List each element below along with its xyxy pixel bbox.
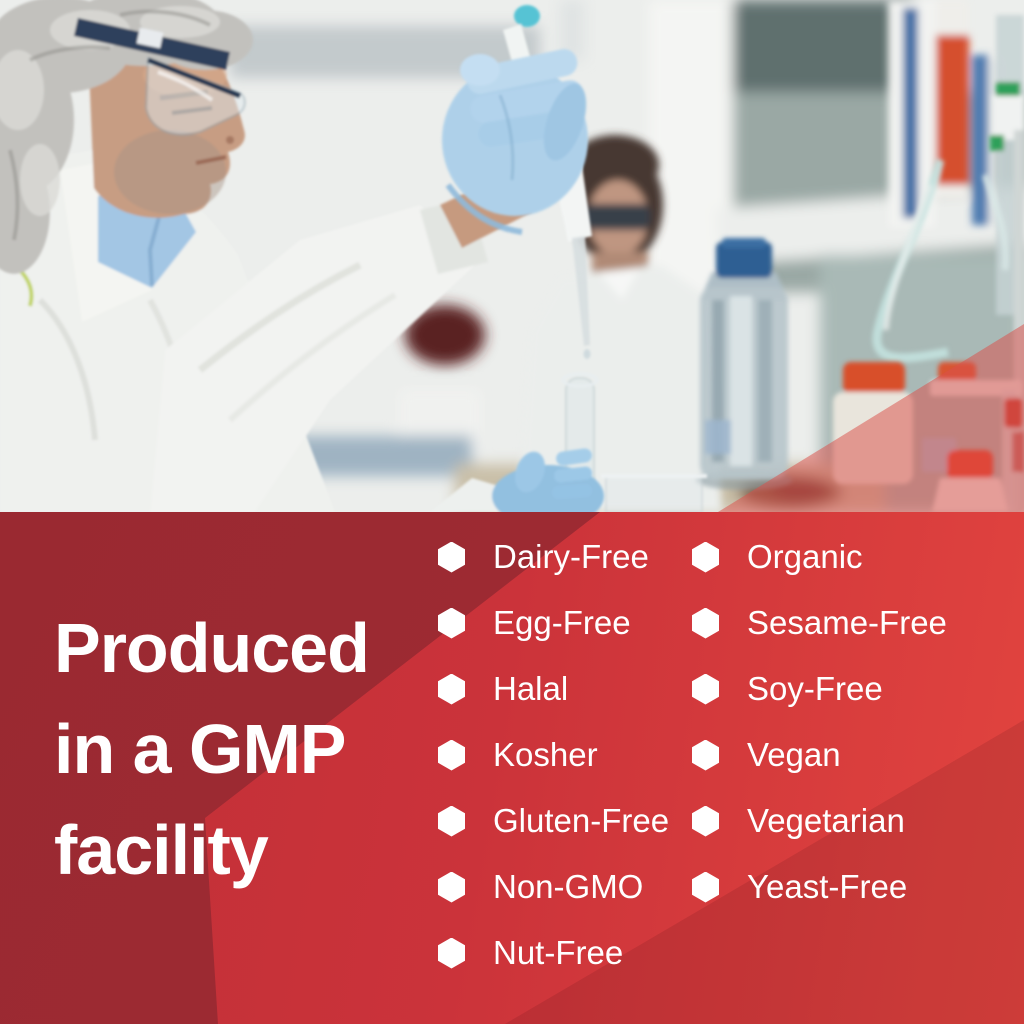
headline-line-2: in a GMP <box>54 710 346 788</box>
badge-organic: Organic <box>692 524 947 590</box>
badge-kosher: Kosher <box>438 722 669 788</box>
badge-label: Egg-Free <box>493 604 631 641</box>
hexagon-icon <box>692 739 719 771</box>
badge-label: Gluten-Free <box>493 802 670 839</box>
badge-label: Vegetarian <box>747 802 905 839</box>
badge-label: Dairy-Free <box>493 538 649 575</box>
badge-label: Kosher <box>493 736 598 773</box>
headline-line-1: Produced <box>54 609 370 687</box>
hexagon-icon <box>692 673 719 705</box>
badge-label: Non-GMO <box>493 868 644 905</box>
glass-column <box>990 15 1024 512</box>
headline-line-3: facility <box>54 811 269 889</box>
badge-vegetarian: Vegetarian <box>692 788 947 854</box>
badge-label: Nut-Free <box>493 934 624 971</box>
hexagon-icon <box>438 541 465 573</box>
hexagon-icon <box>438 673 465 705</box>
nostril <box>226 136 234 144</box>
foreground-scientist <box>0 0 532 512</box>
blue-glove-right <box>442 49 588 235</box>
badge-non-gmo: Non-GMO <box>438 854 669 920</box>
hexagon-icon <box>438 805 465 837</box>
hexagon-icon <box>692 871 719 903</box>
pipette-button <box>514 5 540 27</box>
badge-column-right: Organic Sesame-Free Soy-Free Vegan Veget… <box>692 524 947 920</box>
hexagon-icon <box>438 937 465 969</box>
badge-halal: Halal <box>438 656 669 722</box>
badge-label: Vegan <box>747 736 841 773</box>
badge-label: Soy-Free <box>747 670 883 707</box>
badge-soy-free: Soy-Free <box>692 656 947 722</box>
stubble <box>114 130 226 214</box>
badge-column-left: Dairy-Free Egg-Free Halal Kosher Gluten-… <box>438 524 669 986</box>
badge-sesame-free: Sesame-Free <box>692 590 947 656</box>
badge-yeast-free: Yeast-Free <box>692 854 947 920</box>
lab-photo-illustration <box>0 0 1024 512</box>
badge-egg-free: Egg-Free <box>438 590 669 656</box>
hexagon-icon <box>438 871 465 903</box>
glove-thumb <box>543 83 587 161</box>
lips <box>195 155 227 165</box>
lab-photo <box>0 0 1024 512</box>
lab-tubing <box>872 158 1010 363</box>
goggles-icon <box>584 204 650 230</box>
hexagon-icon <box>438 739 465 771</box>
badge-gluten-free: Gluten-Free <box>438 788 669 854</box>
goggles-strap-clip <box>136 27 164 49</box>
badge-label: Yeast-Free <box>747 868 908 905</box>
reagent-bottle <box>696 238 792 490</box>
badge-dairy-free: Dairy-Free <box>438 524 669 590</box>
badge-label: Halal <box>493 670 569 707</box>
headline: Produced in a GMP facility <box>54 598 370 901</box>
red-info-section <box>0 512 1024 1024</box>
beaker <box>605 476 703 512</box>
hexagon-icon <box>438 607 465 639</box>
pipette-tip <box>572 236 590 346</box>
hexagon-icon <box>692 541 719 573</box>
badge-nut-free: Nut-Free <box>438 920 669 986</box>
badge-label: Organic <box>747 538 863 575</box>
goggles-frame <box>147 57 241 99</box>
liquid-drop <box>583 349 591 359</box>
badge-label: Sesame-Free <box>747 604 947 641</box>
hexagon-icon <box>692 607 719 639</box>
hexagon-icon <box>692 805 719 837</box>
badge-vegan: Vegan <box>692 722 947 788</box>
blue-glove-left <box>430 448 604 512</box>
